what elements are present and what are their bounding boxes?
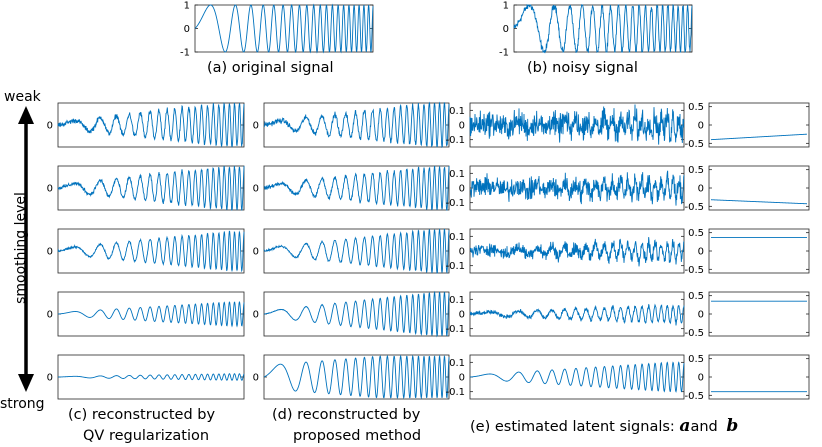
proposed-panel-3-series xyxy=(263,228,450,274)
latent-a-panel-1-ytick-label: -0.1 xyxy=(445,135,465,146)
original-signal-ytick-label: -1 xyxy=(180,48,190,59)
qv-panel-4-ytick-label: 0 xyxy=(47,310,53,321)
latent-b-panel-5-ytick-label: -0.5 xyxy=(684,391,704,402)
latent-a-panel-4-axes-box xyxy=(469,291,685,337)
qv-panel-3-axes-box xyxy=(57,228,245,274)
latent-b-panel-1-axes-box xyxy=(708,102,810,148)
latent-b-panel-1-ytick-label: 0.5 xyxy=(688,102,704,113)
noisy-signal-series xyxy=(513,3,693,54)
qv-panel-4-axes-box xyxy=(57,291,245,337)
caption-latent-and: and xyxy=(690,419,718,435)
qv-panel-2-ytick-label: 0 xyxy=(47,184,53,195)
qv-panel-3-ytick-label: 0 xyxy=(47,247,53,258)
latent-a-panel-2-ytick-label: 0 xyxy=(459,184,465,195)
qv-panel-1-series xyxy=(57,102,245,148)
original-signal-ytick-label: 0 xyxy=(184,24,190,35)
latent-b-panel-5-ytick-label: 0 xyxy=(698,373,704,384)
latent-a-panel-2-ytick-label: -0.1 xyxy=(445,198,465,209)
original-signal-ytick-label: 1 xyxy=(184,1,190,12)
proposed-panel-2-axes-box xyxy=(263,165,450,211)
qv-panel-2-axes-box xyxy=(57,165,245,211)
proposed-panel-1-ytick-label: 0 xyxy=(253,121,259,132)
qv-panel-5-series xyxy=(57,373,245,381)
latent-b-panel-1-ytick-label: -0.5 xyxy=(684,139,704,150)
latent-a-panel-4-ytick-label: -0.1 xyxy=(445,324,465,335)
caption-proposed-line2: proposed method xyxy=(293,428,422,444)
latent-a-panel-5-ytick-label: -0.1 xyxy=(445,387,465,398)
proposed-panel-2-series xyxy=(263,165,450,211)
qv-panel-2-series xyxy=(57,165,245,211)
latent-a-panel-5-ytick-label: 0 xyxy=(459,373,465,384)
caption-qv-line2: QV regularization xyxy=(83,428,210,444)
latent-a-panel-5-series xyxy=(469,361,685,393)
latent-b-panel-2-series xyxy=(710,199,808,205)
proposed-panel-4-ytick-label: 0 xyxy=(253,310,259,321)
latent-a-panel-4-series xyxy=(469,303,685,326)
latent-a-panel-2-series xyxy=(469,170,685,206)
latent-a-panel-4-ytick-label: 0.1 xyxy=(449,295,465,306)
noisy-signal-ytick-label: 0 xyxy=(503,24,509,35)
latent-b-panel-2-ytick-label: 0 xyxy=(698,184,704,195)
caption-qv-line1: (c) reconstructed by xyxy=(68,407,216,423)
latent-b-panel-4-ytick-label: 0 xyxy=(698,310,704,321)
latent-a-panel-1-ytick-label: 0 xyxy=(459,121,465,132)
smoothing-arrow-head-down xyxy=(18,374,34,392)
proposed-panel-5-series xyxy=(263,354,450,400)
qv-panel-5-axes-box xyxy=(57,354,245,400)
noisy-signal-ytick-label: -1 xyxy=(499,48,509,59)
latent-a-panel-4-ytick-label: 0 xyxy=(459,310,465,321)
label-weak: weak xyxy=(4,89,41,105)
proposed-panel-1-axes-box xyxy=(263,102,450,148)
latent-a-panel-5-ytick-label: 0.1 xyxy=(449,358,465,369)
label-smoothing-level: smoothing level xyxy=(13,192,29,304)
latent-b-panel-2-ytick-label: 0.5 xyxy=(688,165,704,176)
symbol-b: b xyxy=(726,416,739,436)
caption-latent-signals: (e) estimated latent signals: aand b xyxy=(470,416,738,436)
latent-b-panel-2-ytick-label: -0.5 xyxy=(684,202,704,213)
label-strong: strong xyxy=(0,396,45,412)
latent-b-panel-4-axes-box xyxy=(708,291,810,337)
latent-a-panel-1-series xyxy=(469,104,685,145)
latent-b-panel-1-ytick-label: 0 xyxy=(698,121,704,132)
latent-b-panel-3-ytick-label: 0.5 xyxy=(688,228,704,239)
latent-a-panel-3-series xyxy=(469,237,685,267)
latent-b-panel-3-ytick-label: 0 xyxy=(698,247,704,258)
noisy-signal-ytick-label: 1 xyxy=(503,1,509,12)
latent-a-panel-1-ytick-label: 0.1 xyxy=(449,106,465,117)
latent-b-panel-3-axes-box xyxy=(708,228,810,274)
qv-panel-5-ytick-label: 0 xyxy=(47,373,53,384)
latent-a-panel-3-ytick-label: 0 xyxy=(459,247,465,258)
latent-b-panel-4-ytick-label: -0.5 xyxy=(684,328,704,339)
caption-noisy-signal: (b) noisy signal xyxy=(527,60,638,76)
qv-panel-1-ytick-label: 0 xyxy=(47,121,53,132)
latent-a-panel-2-ytick-label: 0.1 xyxy=(449,169,465,180)
caption-original-signal: (a) original signal xyxy=(207,60,334,76)
proposed-panel-4-series xyxy=(263,290,450,338)
proposed-panel-3-ytick-label: 0 xyxy=(253,247,259,258)
original-signal-series xyxy=(194,3,374,54)
proposed-panel-3-axes-box xyxy=(263,228,450,274)
latent-a-panel-3-ytick-label: -0.1 xyxy=(445,261,465,272)
latent-a-panel-3-ytick-label: 0.1 xyxy=(449,232,465,243)
latent-b-panel-5-ytick-label: 0.5 xyxy=(688,354,704,365)
proposed-panel-5-ytick-label: 0 xyxy=(253,373,259,384)
qv-panel-3-series xyxy=(57,230,245,273)
proposed-panel-4-axes-box xyxy=(263,291,450,337)
latent-b-panel-4-ytick-label: 0.5 xyxy=(688,291,704,302)
proposed-panel-1-series xyxy=(263,101,450,149)
latent-a-panel-5-axes-box xyxy=(469,354,685,400)
symbol-a: a xyxy=(679,416,691,436)
caption-proposed-line1: (d) reconstructed by xyxy=(272,407,421,423)
latent-b-panel-3-ytick-label: -0.5 xyxy=(684,265,704,276)
proposed-panel-2-ytick-label: 0 xyxy=(253,184,259,195)
smoothing-arrow-head-up xyxy=(18,106,34,124)
qv-panel-4-series xyxy=(57,300,245,328)
caption-latent-text: (e) estimated latent signals: xyxy=(470,419,675,435)
latent-b-panel-1-series xyxy=(710,133,808,141)
latent-b-panel-5-axes-box xyxy=(708,354,810,400)
